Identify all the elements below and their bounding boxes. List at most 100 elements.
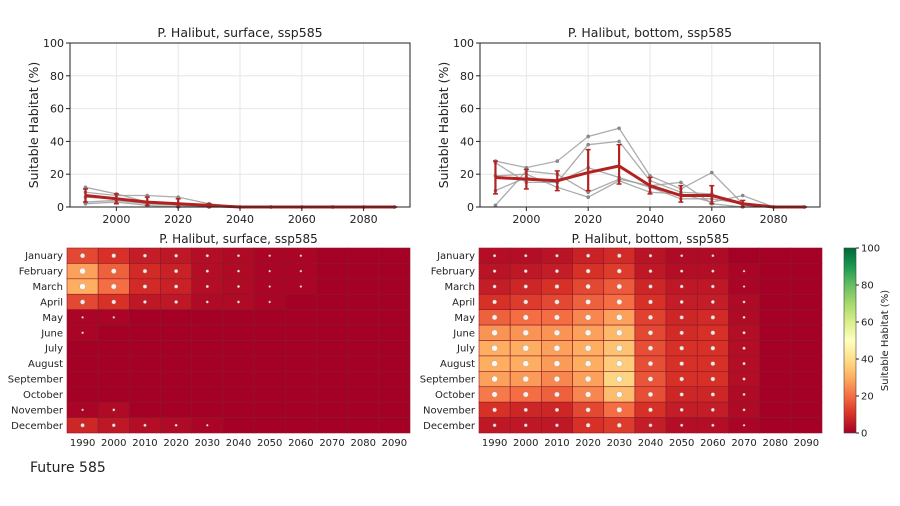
bottom-heatmap-cell [759, 263, 792, 280]
bottom-heatmap-marker [491, 360, 498, 367]
bottom-heatmap-marker [523, 407, 528, 412]
surface-heatmap-cell [316, 247, 348, 264]
bottom-heatmap-marker [584, 329, 592, 336]
surface-heatmap-marker [81, 316, 84, 319]
figure-caption: Future 585 [30, 460, 106, 476]
surface-heatmap-cell [284, 340, 317, 357]
x-tick-label: 2000 [512, 213, 540, 226]
heatmap-row-label: November [11, 405, 64, 416]
bottom-heatmap-marker [584, 345, 592, 352]
heatmap-column-label: 2060 [288, 438, 313, 449]
surface-heatmap-cell [284, 355, 317, 372]
bottom-heatmap-marker [553, 329, 561, 336]
surface-heatmap-marker [142, 268, 148, 274]
heatmap-row-label: April [40, 297, 63, 308]
surface-heatmap-cell [316, 355, 348, 372]
bottom-heatmap-marker [679, 407, 684, 412]
surface-heatmap-cell [253, 417, 286, 434]
surface-heatmap-cell [378, 263, 411, 280]
surface-heatmap-marker [299, 269, 303, 273]
bottom-heatmap-cell [790, 263, 823, 280]
colorbar-tick-label: 0 [861, 429, 867, 440]
heatmap-column-label: 2090 [794, 438, 819, 449]
bottom-heatmap-marker [522, 360, 529, 367]
bottom-heatmap-marker [711, 423, 715, 427]
bottom-heatmap-marker [555, 269, 559, 274]
bottom-heatmap-marker [553, 376, 560, 383]
surface-heatmap-cell [222, 355, 255, 372]
heatmap-row-label: March [33, 282, 63, 293]
surface-heatmap-marker [79, 267, 86, 275]
bottom-heatmap-marker [679, 345, 684, 351]
bottom-heatmap-marker [616, 268, 622, 274]
surface-heatmap-cell [347, 355, 380, 372]
surface-heatmap-cell [347, 401, 380, 418]
bottom-heatmap-marker [710, 361, 716, 366]
bottom-heatmap-marker [648, 269, 653, 273]
bottom-member-point [679, 180, 683, 185]
surface-heatmap-cell [66, 371, 99, 388]
bottom-heatmap-marker [585, 391, 592, 398]
bottom-member-point [617, 139, 621, 144]
bottom-heatmap-marker [616, 360, 623, 367]
bottom-heatmap-marker [742, 393, 746, 396]
bottom-heatmap-cell [759, 247, 792, 264]
surface-heatmap-cell [253, 401, 286, 418]
surface-line-chart-title: P. Halibut, surface, ssp585 [157, 25, 322, 40]
surface-heatmap-cell [222, 401, 255, 418]
surface-heatmap-marker [205, 269, 209, 273]
surface-heatmap-cell [347, 324, 380, 341]
surface-heatmap-cell [378, 293, 411, 310]
surface-heatmap-marker [112, 316, 116, 319]
bottom-heatmap-marker [585, 268, 591, 274]
bottom-heatmap-marker [648, 299, 653, 305]
y-tick-label: 40 [460, 135, 474, 148]
colorbar [843, 247, 857, 434]
bottom-heatmap-marker [647, 345, 654, 351]
surface-heatmap-cell [222, 340, 255, 357]
bottom-heatmap-marker [554, 299, 560, 305]
bottom-heatmap-marker [648, 314, 653, 320]
bottom-heatmap-marker [491, 375, 498, 383]
x-tick-label: 2020 [574, 213, 602, 226]
surface-heatmap-cell [316, 309, 348, 326]
y-tick-label: 0 [467, 201, 474, 214]
bottom-heatmap-marker [711, 254, 715, 258]
surface-heatmap-cell [160, 309, 193, 326]
bottom-heatmap-marker [522, 314, 529, 321]
bottom-heatmap-marker [585, 423, 591, 428]
surface-heatmap-cell [129, 371, 161, 388]
x-tick-label: 2000 [102, 213, 130, 226]
surface-heatmap-marker [110, 283, 117, 290]
bottom-heatmap-marker [710, 392, 715, 397]
heatmap-row-label: August [440, 359, 475, 370]
bottom-heatmap-marker [616, 345, 623, 352]
bottom-heatmap-marker [616, 391, 623, 398]
surface-heatmap-cell [378, 417, 411, 434]
bottom-heatmap-cell [759, 324, 792, 341]
bottom-heatmap-cell [759, 309, 792, 326]
y-tick-label: 40 [50, 135, 64, 148]
surface-heatmap-cell [316, 324, 348, 341]
heatmap-row-label: February [19, 267, 63, 278]
y-tick-label: 80 [460, 70, 474, 83]
surface-heatmap-cell [316, 417, 348, 434]
heatmap-column-label: 2000 [513, 438, 538, 449]
surface-heatmap-cell [129, 401, 161, 418]
surface-heatmap-cell [284, 386, 317, 403]
y-tick-label: 100 [43, 37, 64, 50]
surface-heatmap-marker [268, 285, 271, 288]
colorbar-tick-label: 60 [861, 318, 874, 329]
bottom-heatmap-cell [790, 324, 823, 341]
heatmap-column-label: 2030 [195, 438, 220, 449]
bottom-heatmap-marker [522, 345, 529, 352]
bottom-heatmap-marker [585, 407, 591, 413]
surface-heatmap-cell [378, 386, 411, 403]
surface-heatmap-cell [316, 263, 348, 280]
bottom-heatmap-marker [742, 269, 746, 273]
heatmap-row-label: January [24, 251, 63, 262]
bottom-heatmap-marker [492, 407, 497, 413]
heatmap-column-label: 2080 [351, 438, 376, 449]
bottom-heatmap-marker [742, 300, 746, 304]
